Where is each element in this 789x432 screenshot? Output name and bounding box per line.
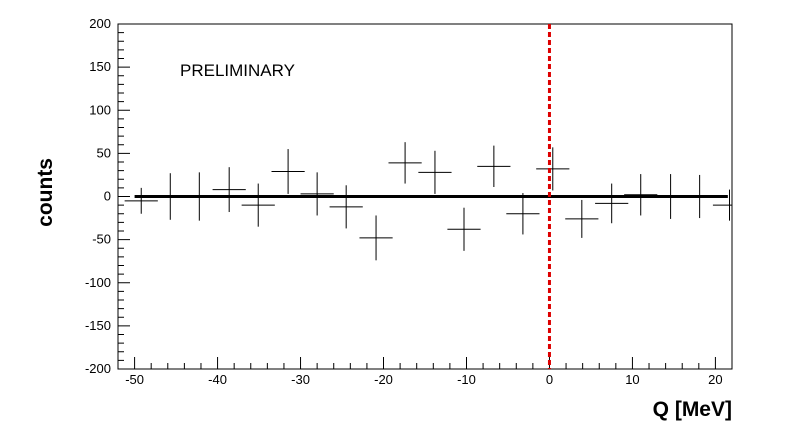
data-point [359, 215, 393, 261]
data-point [388, 142, 422, 184]
axes: -50 -40 -30 -20 -10 0 10 20-200-150-100-5005010… [85, 16, 733, 387]
y-axis-title: counts [34, 158, 57, 227]
data-point [271, 149, 305, 194]
y-tick-label: -100 [85, 275, 111, 290]
data-point [124, 187, 158, 214]
data-point [565, 199, 599, 238]
data-layer [124, 24, 732, 369]
data-point [506, 193, 540, 235]
y-tick-label: -200 [85, 361, 111, 376]
y-tick-label: 100 [89, 102, 111, 117]
data-point [418, 150, 452, 194]
x-tick-label: 0 [546, 372, 553, 387]
y-tick-label: 200 [89, 16, 111, 31]
x-tick-label: -20 [374, 372, 393, 387]
data-point [212, 167, 246, 213]
data-point [654, 174, 688, 219]
data-point [683, 174, 717, 219]
preliminary-annotation: PRELIMINARY [180, 61, 295, 80]
data-point [712, 189, 732, 221]
data-point [182, 172, 216, 221]
data-point [329, 185, 363, 229]
x-tick-label: 20 [708, 372, 722, 387]
data-point [624, 174, 658, 216]
x-tick-label: -50 [125, 372, 144, 387]
x-tick-label: 10 [625, 372, 639, 387]
x-tick-label: -10 [457, 372, 476, 387]
y-tick-label: 150 [89, 59, 111, 74]
x-axis-title: Q [MeV] [653, 398, 732, 421]
data-point [536, 147, 570, 191]
data-point [447, 207, 481, 251]
data-point [300, 172, 334, 216]
y-tick-label: 0 [104, 189, 111, 204]
y-tick-label: 50 [97, 145, 111, 160]
x-tick-label: -40 [208, 372, 227, 387]
data-point [477, 145, 511, 188]
data-point [595, 183, 629, 224]
data-point [241, 183, 275, 227]
data-point [153, 173, 187, 220]
y-tick-label: -150 [85, 318, 111, 333]
x-tick-label: -30 [291, 372, 310, 387]
y-tick-label: -50 [92, 232, 111, 247]
